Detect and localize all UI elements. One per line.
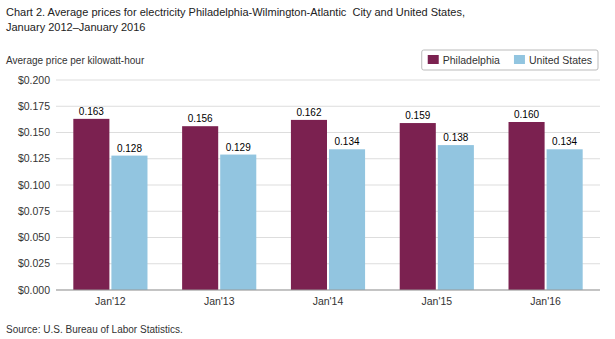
bars: [73, 119, 582, 290]
y-tick-label: $0.100: [18, 179, 50, 191]
data-label: 0.163: [79, 106, 104, 117]
y-axis-label: Average price per kilowatt-hour: [6, 55, 145, 66]
grid-line: [56, 80, 600, 81]
legend-item: Philadelphia: [428, 54, 500, 66]
bar: [400, 123, 436, 290]
bar: [438, 145, 474, 290]
bar: [291, 120, 327, 290]
y-tick-label: $0.200: [18, 74, 50, 86]
y-tick-label: $0.150: [18, 126, 50, 138]
data-label: 0.128: [117, 143, 142, 154]
y-tick-label: $0.050: [18, 231, 50, 243]
data-labels: 0.163 0.156 0.162 0.159 0.160 0.128 0.129 0.134…: [79, 106, 578, 154]
bar: [111, 156, 147, 290]
source-note: Source: U.S. Bureau of Labor Statistics.: [6, 324, 183, 335]
bar: [329, 149, 365, 290]
legend-frame: [422, 50, 598, 70]
grid-line: [56, 290, 600, 291]
background: [0, 0, 615, 339]
x-axis-line: [56, 290, 600, 291]
y-tick-label: $0.125: [18, 152, 50, 164]
x-tick-label: Jan'13: [204, 295, 235, 307]
y-tick-label: $0.025: [18, 257, 50, 269]
data-label: 0.162: [296, 107, 321, 118]
bar: [509, 122, 545, 290]
y-tick-label: $0.000: [18, 284, 50, 296]
x-tick-label: Jan'16: [530, 295, 561, 307]
y-tick-label: $0.175: [18, 100, 50, 112]
x-tick-label: Jan'15: [421, 295, 452, 307]
data-label: 0.134: [552, 136, 577, 147]
data-label: 0.160: [514, 109, 539, 120]
x-tick-label: Jan'12: [95, 295, 126, 307]
bar: [73, 119, 109, 290]
y-tick-label: $0.075: [18, 205, 50, 217]
bar: [182, 126, 218, 290]
data-label: 0.156: [188, 113, 213, 124]
legend-item: United States: [514, 54, 592, 66]
data-label: 0.134: [335, 136, 360, 147]
legend: Philadelphia United States: [422, 50, 598, 70]
bar: [220, 155, 256, 290]
legend-label: Philadelphia: [443, 54, 500, 66]
title: Chart 2. Average prices for electricity …: [6, 6, 465, 18]
chart: Chart 2. Average prices for electricity …: [0, 0, 615, 339]
data-label: 0.129: [226, 142, 251, 153]
legend-swatch: [514, 55, 525, 64]
grid: [56, 80, 600, 290]
bar: [547, 149, 583, 290]
data-label: 0.159: [405, 110, 430, 121]
legend-label: United States: [529, 54, 592, 66]
legend-swatch: [428, 55, 439, 64]
subtitle: January 2012–January 2016: [6, 21, 145, 33]
data-label: 0.138: [443, 132, 468, 143]
x-tick-label: Jan'14: [313, 295, 344, 307]
grid-line: [56, 106, 600, 107]
